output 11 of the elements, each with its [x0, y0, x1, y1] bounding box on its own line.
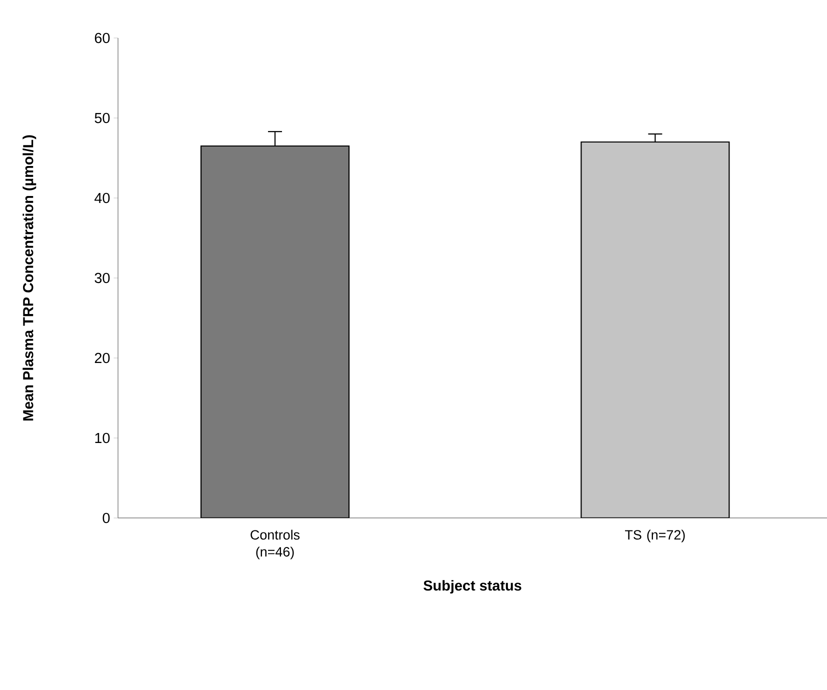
- y-tick-label: 40: [94, 192, 110, 204]
- y-tick-label: 30: [94, 272, 110, 284]
- y-tick-label: 0: [102, 512, 110, 524]
- y-tick-label: 10: [95, 432, 110, 444]
- x-axis-title: Subject status: [424, 580, 522, 594]
- y-tick-label: 20: [94, 352, 110, 364]
- y-axis-title: Mean Plasma TRP Concentration (µmol/L): [22, 135, 36, 420]
- y-tick-label: 60: [94, 32, 110, 44]
- x-tick-label: Controls (n=46): [250, 530, 300, 560]
- y-tick-label: 50: [94, 112, 110, 124]
- x-tick-label: TS (n=72): [625, 530, 685, 542]
